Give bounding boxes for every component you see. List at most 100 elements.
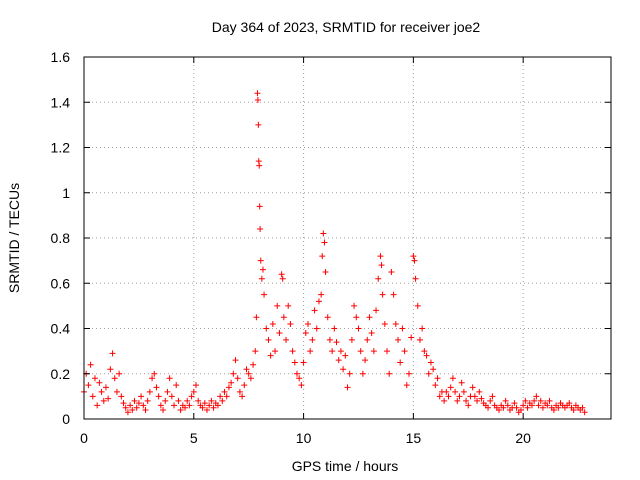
data-point [133,404,140,411]
x-tick-label: 15 [406,430,422,446]
data-point [454,397,461,404]
data-point [511,400,518,407]
data-point [272,348,279,355]
data-point [177,406,184,413]
data-point [252,348,259,355]
data-point [324,314,331,321]
data-point [351,302,358,309]
data-point [546,397,553,404]
data-point [520,402,527,409]
data-point [531,397,538,404]
data-point [142,406,149,413]
data-point [206,402,213,409]
data-point [155,393,162,400]
data-point [182,404,189,411]
data-point [168,393,175,400]
data-point [225,384,232,391]
data-point [116,370,123,377]
data-point [280,314,287,321]
data-point [129,406,136,413]
data-point [221,388,228,395]
data-point [535,402,542,409]
data-point [217,393,224,400]
data-point [432,382,439,389]
data-point [496,406,503,413]
tick-labels: 0 5 10 15 20 0 0.2 0.4 0.6 0.8 1 1.2 1.4 1.6 [51,49,532,446]
data-point [318,291,325,298]
data-point [267,352,274,359]
plot-frame [83,56,612,420]
data-point [485,404,492,411]
y-axis-label: SRMTID / TECUs [6,183,22,293]
data-point [346,370,353,377]
data-point [384,348,391,355]
data-point [355,325,362,332]
data-point [236,388,243,395]
data-point [111,375,118,382]
data-point [388,268,395,275]
data-point [395,336,402,343]
data-point [87,361,94,368]
data-point [243,366,250,373]
data-point [412,275,419,282]
data-point [311,307,318,314]
data-point [223,393,230,400]
x-tick-label: 0 [80,430,88,446]
data-point [392,320,399,327]
x-tick-label: 5 [190,430,198,446]
data-point [419,325,426,332]
data-point [153,384,160,391]
data-point [348,336,355,343]
data-point [195,397,202,404]
data-point [408,334,415,341]
data-point [100,397,107,404]
data-point [539,404,546,411]
data-point [452,388,459,395]
data-point [127,402,134,409]
data-point [190,388,197,395]
data-point [157,402,164,409]
data-point [386,370,393,377]
data-point [309,336,316,343]
data-point [502,397,509,404]
data-point [287,320,294,327]
data-point [102,384,109,391]
data-point [463,397,470,404]
data-point [359,370,366,377]
data-point [234,375,241,382]
data-point [245,370,252,377]
data-point [118,393,125,400]
data-point [265,336,272,343]
data-point [570,406,577,413]
data-point [478,395,485,402]
data-point [289,348,296,355]
data-point [96,379,103,386]
data-point [313,325,320,332]
data-point [113,388,120,395]
x-tick-label: 20 [515,430,531,446]
data-point [476,388,483,395]
data-point [430,366,437,373]
y-tick-label: 1.6 [51,49,71,65]
data-point [333,339,340,346]
y-tick-label: 0.2 [51,366,71,382]
axis-ticks [83,56,611,420]
y-tick-label: 0.8 [51,230,71,246]
data-point [276,330,283,337]
data-point [460,388,467,395]
data-point [164,388,171,395]
data-point [335,357,342,364]
data-point [256,203,263,210]
y-tick-label: 1.2 [51,140,71,156]
x-tick-label: 10 [296,430,312,446]
data-point [414,302,421,309]
chart-title: Day 364 of 2023, SRMTID for receiver joe… [212,19,481,35]
data-point [340,366,347,373]
data-point [184,397,191,404]
data-point [210,404,217,411]
data-point [537,397,544,404]
data-point [131,397,138,404]
data-point [390,291,397,298]
data-point [377,253,384,260]
